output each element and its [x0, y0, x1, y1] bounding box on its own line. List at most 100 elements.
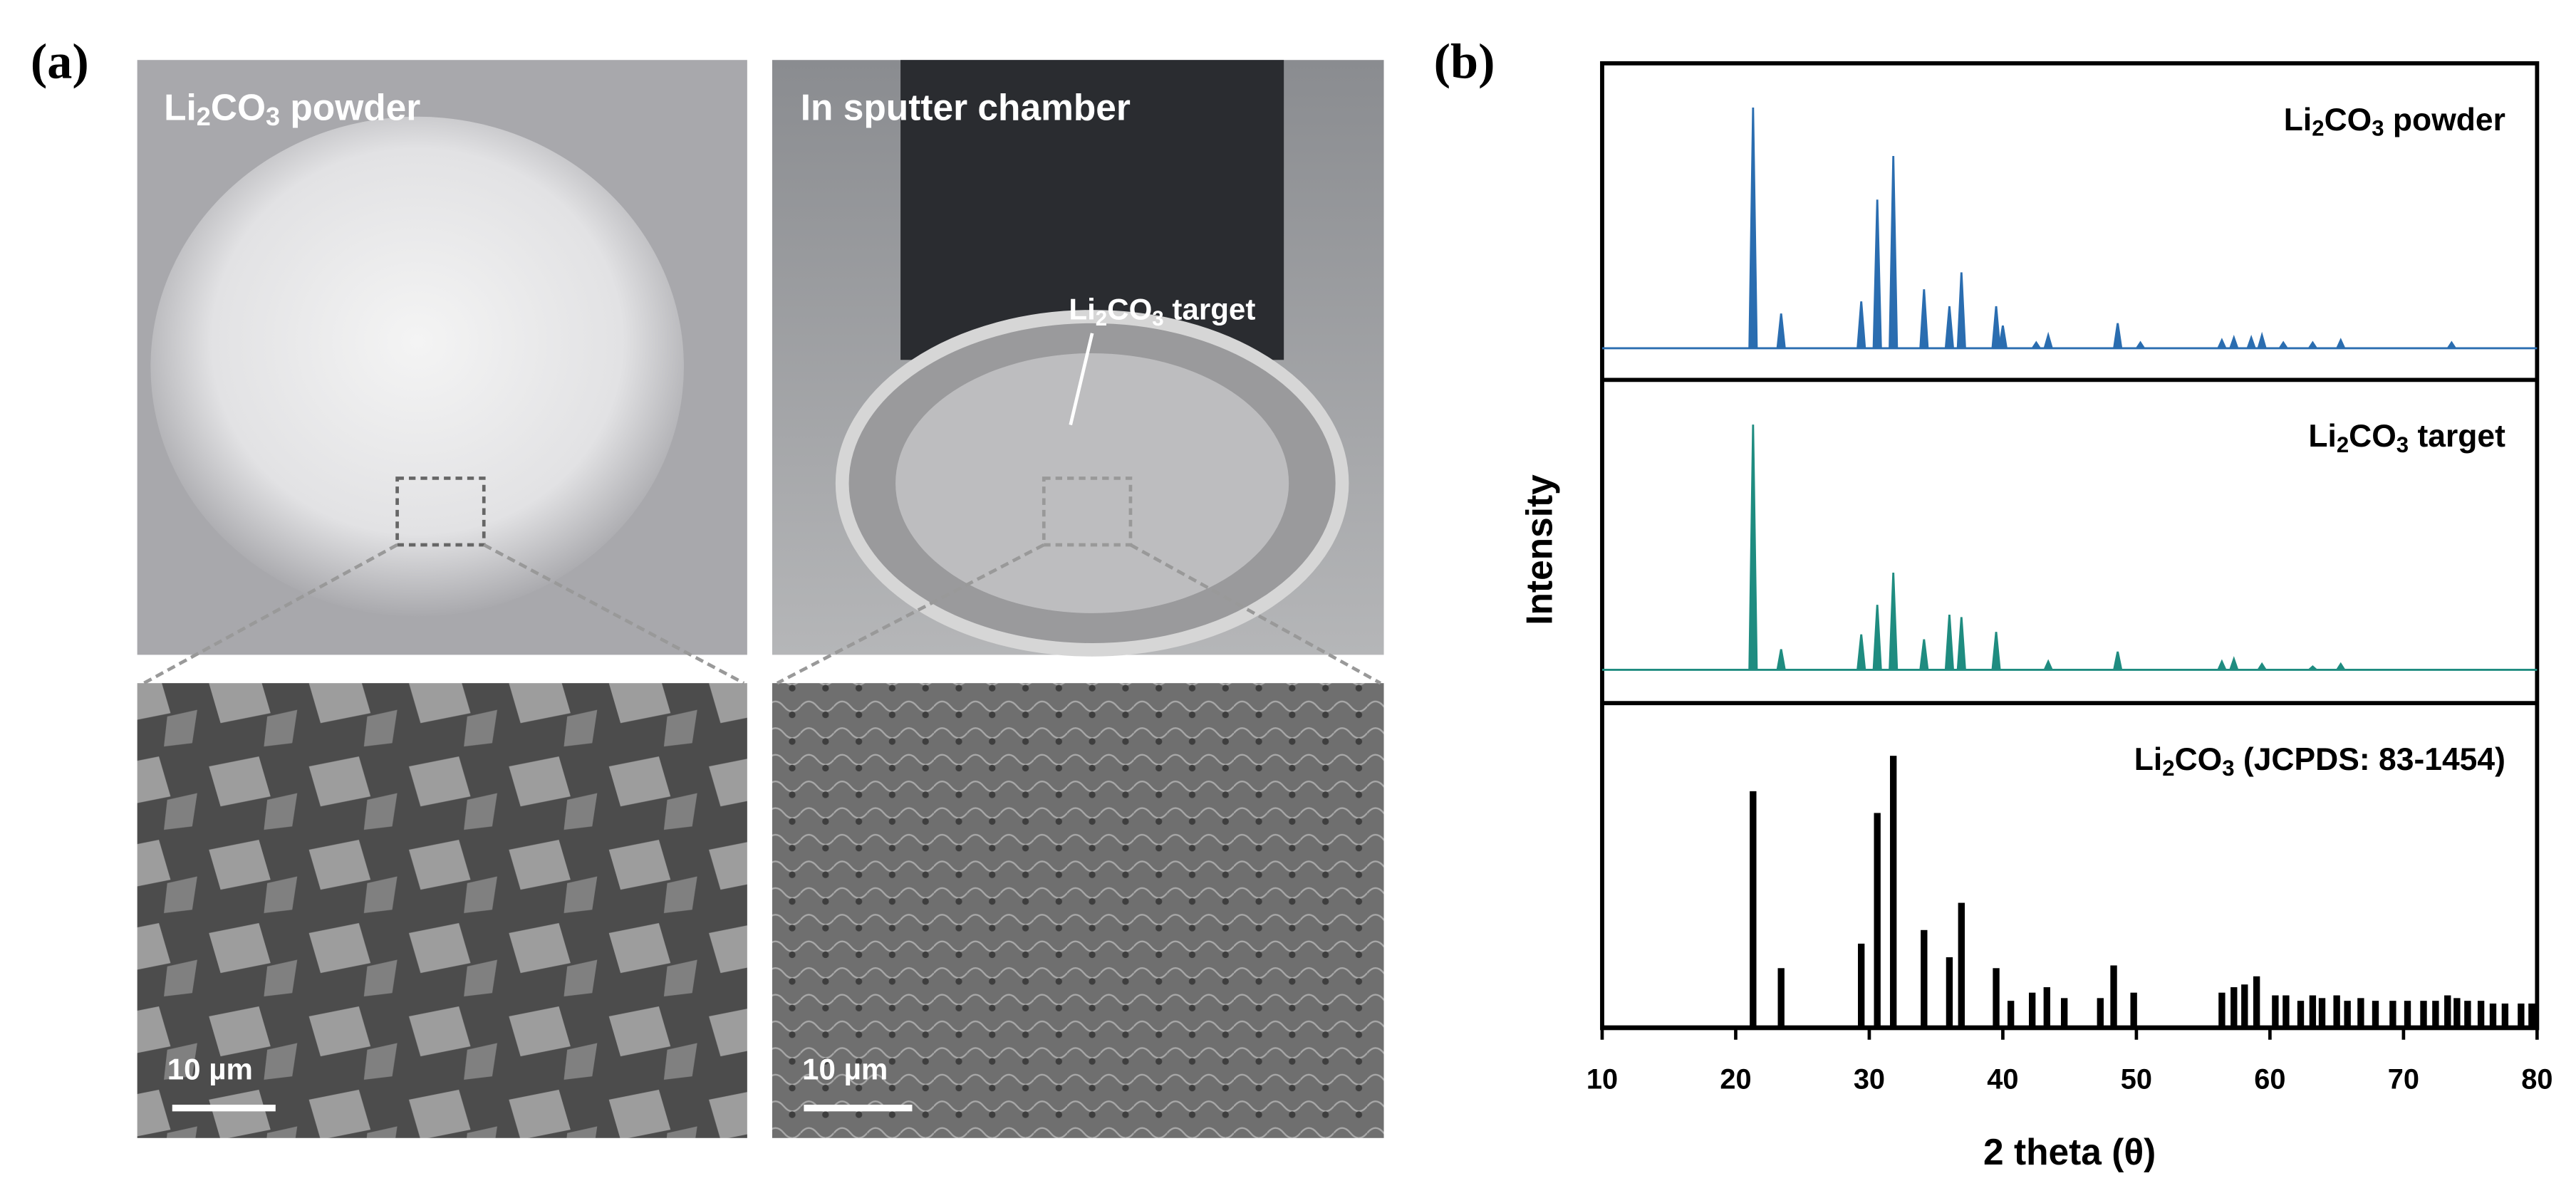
text-part: Li [2134, 742, 2163, 777]
peak [1991, 306, 2001, 349]
stick [2528, 1003, 2535, 1028]
peak [2229, 335, 2239, 349]
text-part: CO [2175, 742, 2223, 777]
stick [1890, 756, 1897, 1028]
peak [2336, 662, 2346, 671]
stick [1946, 957, 1953, 1028]
panel-title: Li2CO3 powder [2284, 103, 2505, 141]
peak [1956, 272, 1966, 348]
panel-label: (a) [31, 34, 89, 90]
text-part: powder [2384, 103, 2505, 137]
stick [1874, 813, 1881, 1028]
stick [1958, 902, 1965, 1028]
peak [2257, 662, 2267, 671]
text-part: 3 [2372, 116, 2384, 141]
panel-label: (b) [1434, 34, 1495, 90]
stick [1777, 968, 1785, 1028]
text-part: 2 [2312, 116, 2324, 141]
zoom-box [1042, 476, 1133, 547]
peak [2246, 335, 2256, 349]
text-part: (JCPDS: 83-1454) [2235, 742, 2505, 777]
peak [1956, 617, 1966, 670]
scale-label: 10 µm [167, 1052, 253, 1085]
text-part: 3 [2222, 756, 2234, 781]
peak [1856, 301, 1866, 349]
text-part: 3 [2396, 432, 2409, 457]
stick [1921, 929, 1928, 1028]
peak [1776, 649, 1786, 670]
text-part: CO [1107, 293, 1152, 326]
text-part: Li [2284, 103, 2312, 137]
photo-caption: Li2CO3 powder [164, 86, 420, 131]
stick [2518, 1003, 2525, 1028]
peak [2229, 656, 2239, 670]
stick [2241, 984, 2248, 1028]
stick [2501, 1003, 2509, 1028]
stick [2318, 998, 2326, 1028]
stick [2272, 995, 2279, 1028]
text-part: Li [164, 86, 197, 127]
peak [2336, 338, 2346, 349]
peak [1944, 306, 1954, 349]
photo-caption: In sputter chamber [801, 86, 1131, 127]
peak [2217, 659, 2227, 671]
x-tick-label: 40 [1987, 1064, 2018, 1095]
x-tick-label: 50 [2121, 1064, 2152, 1095]
peak [2257, 331, 2267, 349]
stick [2420, 1001, 2427, 1028]
peak [1748, 107, 1758, 348]
peak [1998, 325, 2008, 349]
text-part: 3 [1152, 307, 1163, 330]
peak [2447, 340, 2456, 349]
stick [2297, 1001, 2305, 1028]
text-part: target [1164, 293, 1256, 326]
stick [2477, 1001, 2485, 1028]
peak [2278, 340, 2288, 349]
peak [1944, 614, 1954, 670]
stick [2404, 1001, 2411, 1028]
text-part: CO [211, 86, 266, 127]
peak [2043, 331, 2053, 349]
peak [1919, 289, 1929, 349]
stick [2110, 965, 2117, 1028]
stick [2453, 998, 2461, 1028]
stick [2464, 1001, 2471, 1028]
text-part: powder [280, 86, 420, 127]
text-part: target [2409, 419, 2505, 454]
x-tick-label: 70 [2388, 1064, 2419, 1095]
text-part: 2 [197, 102, 211, 131]
stick [2432, 1001, 2439, 1028]
text-part: Li [2308, 419, 2337, 454]
stick [1993, 968, 2000, 1028]
text-part: 2 [1096, 307, 1107, 330]
text-part: In sputter chamber [801, 86, 1131, 127]
text-part: 2 [2162, 756, 2174, 781]
peak [2031, 340, 2041, 349]
peak [1748, 424, 1758, 670]
stick [2372, 1001, 2379, 1028]
x-tick-label: 60 [2254, 1064, 2285, 1095]
peak [1856, 634, 1866, 670]
photos [137, 60, 1384, 1138]
stick [2230, 987, 2238, 1028]
panel-title: Li2CO3 (JCPDS: 83-1454) [2134, 742, 2505, 781]
peak [2043, 659, 2053, 671]
zoom-box [395, 476, 486, 547]
stick [2097, 998, 2104, 1028]
x-tick-label: 20 [1720, 1064, 1751, 1095]
peak [2113, 651, 2123, 670]
sem-powder [137, 683, 747, 1138]
panel-title: Li2CO3 target [2308, 419, 2505, 457]
text-part: 2 [2337, 432, 2349, 457]
peak [1919, 639, 1929, 670]
stick [2333, 995, 2340, 1028]
stick [2253, 976, 2260, 1028]
stick [2028, 992, 2036, 1028]
stick [1858, 943, 1865, 1028]
stick [2357, 998, 2364, 1028]
x-tick-label: 10 [1586, 1064, 1618, 1095]
text-part: 3 [266, 102, 280, 131]
stick [2444, 995, 2451, 1028]
stick [2007, 1001, 2015, 1028]
